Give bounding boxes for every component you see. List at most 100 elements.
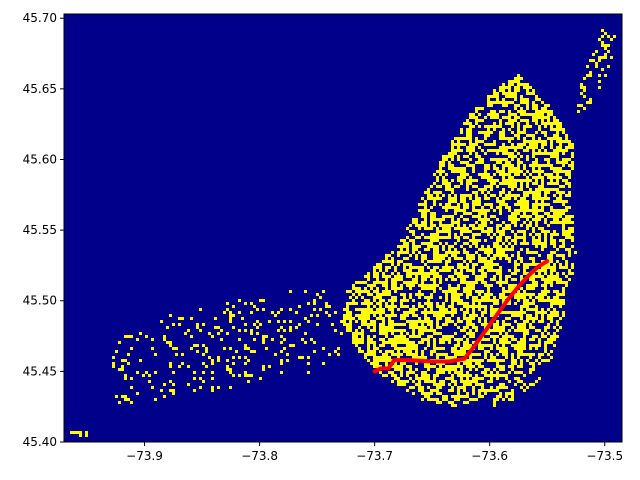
- occupied-cell: [538, 353, 541, 356]
- occupied-cell: [169, 314, 172, 317]
- occupied-cell: [433, 266, 436, 269]
- occupied-cell: [385, 254, 388, 257]
- occupied-cell: [526, 113, 529, 116]
- occupied-cell: [562, 224, 565, 227]
- occupied-cell: [535, 200, 538, 203]
- occupied-cell: [190, 347, 193, 350]
- occupied-cell: [202, 353, 205, 356]
- occupied-cell: [568, 227, 571, 230]
- occupied-cell: [463, 281, 466, 284]
- occupied-cell: [496, 98, 499, 101]
- occupied-cell: [460, 149, 463, 152]
- occupied-cell: [538, 344, 541, 347]
- occupied-cell: [490, 269, 493, 272]
- occupied-cell: [493, 122, 496, 125]
- occupied-cell: [475, 251, 478, 254]
- occupied-cell: [472, 359, 475, 362]
- occupied-cell: [433, 182, 436, 185]
- occupied-cell: [520, 305, 523, 308]
- occupied-cell: [451, 200, 454, 203]
- occupied-cell: [433, 377, 436, 380]
- occupied-cell: [400, 284, 403, 287]
- occupied-cell: [523, 266, 526, 269]
- occupied-cell: [406, 314, 409, 317]
- occupied-cell: [412, 386, 415, 389]
- occupied-cell: [514, 278, 517, 281]
- occupied-cell: [253, 338, 256, 341]
- occupied-cell: [472, 296, 475, 299]
- occupied-cell: [400, 251, 403, 254]
- occupied-cell: [484, 134, 487, 137]
- occupied-cell: [220, 329, 223, 332]
- occupied-cell: [361, 308, 364, 311]
- occupied-cell: [553, 134, 556, 137]
- occupied-cell: [445, 269, 448, 272]
- occupied-cell: [514, 104, 517, 107]
- occupied-cell: [529, 179, 532, 182]
- occupied-cell: [436, 260, 439, 263]
- occupied-cell: [466, 194, 469, 197]
- occupied-cell: [388, 275, 391, 278]
- occupied-cell: [511, 395, 514, 398]
- occupied-cell: [472, 365, 475, 368]
- occupied-cell: [274, 353, 277, 356]
- occupied-cell: [448, 206, 451, 209]
- occupied-cell: [541, 116, 544, 119]
- occupied-cell: [451, 188, 454, 191]
- occupied-cell: [547, 224, 550, 227]
- occupied-cell: [451, 215, 454, 218]
- occupied-cell: [493, 101, 496, 104]
- occupied-cell: [547, 332, 550, 335]
- occupied-cell: [490, 386, 493, 389]
- occupied-cell: [430, 326, 433, 329]
- occupied-cell: [520, 380, 523, 383]
- occupied-cell: [565, 173, 568, 176]
- occupied-cell: [559, 215, 562, 218]
- occupied-cell: [592, 59, 595, 62]
- occupied-cell: [535, 188, 538, 191]
- occupied-cell: [355, 287, 358, 290]
- occupied-cell: [457, 341, 460, 344]
- occupied-cell: [520, 278, 523, 281]
- occupied-cell: [517, 203, 520, 206]
- occupied-cell: [532, 344, 535, 347]
- occupied-cell: [436, 371, 439, 374]
- occupied-cell: [562, 149, 565, 152]
- occupied-cell: [439, 278, 442, 281]
- occupied-cell: [373, 299, 376, 302]
- occupied-cell: [373, 305, 376, 308]
- occupied-cell: [532, 218, 535, 221]
- occupied-cell: [451, 389, 454, 392]
- occupied-cell: [454, 251, 457, 254]
- occupied-cell: [490, 104, 493, 107]
- occupied-cell: [427, 260, 430, 263]
- occupied-cell: [415, 245, 418, 248]
- occupied-cell: [502, 326, 505, 329]
- occupied-cell: [454, 371, 457, 374]
- occupied-cell: [523, 203, 526, 206]
- occupied-cell: [541, 359, 544, 362]
- occupied-cell: [502, 248, 505, 251]
- occupied-cell: [490, 389, 493, 392]
- occupied-cell: [154, 371, 157, 374]
- occupied-cell: [556, 314, 559, 317]
- occupied-cell: [334, 329, 337, 332]
- occupied-cell: [505, 275, 508, 278]
- occupied-cell: [385, 353, 388, 356]
- occupied-cell: [517, 296, 520, 299]
- occupied-cell: [499, 182, 502, 185]
- occupied-cell: [526, 386, 529, 389]
- occupied-cell: [355, 338, 358, 341]
- occupied-cell: [571, 227, 574, 230]
- occupied-cell: [538, 203, 541, 206]
- occupied-cell: [439, 275, 442, 278]
- occupied-cell: [454, 311, 457, 314]
- occupied-cell: [502, 131, 505, 134]
- occupied-cell: [463, 353, 466, 356]
- occupied-cell: [418, 380, 421, 383]
- occupied-cell: [391, 311, 394, 314]
- occupied-cell: [541, 266, 544, 269]
- occupied-cell: [460, 176, 463, 179]
- occupied-cell: [493, 311, 496, 314]
- occupied-cell: [370, 362, 373, 365]
